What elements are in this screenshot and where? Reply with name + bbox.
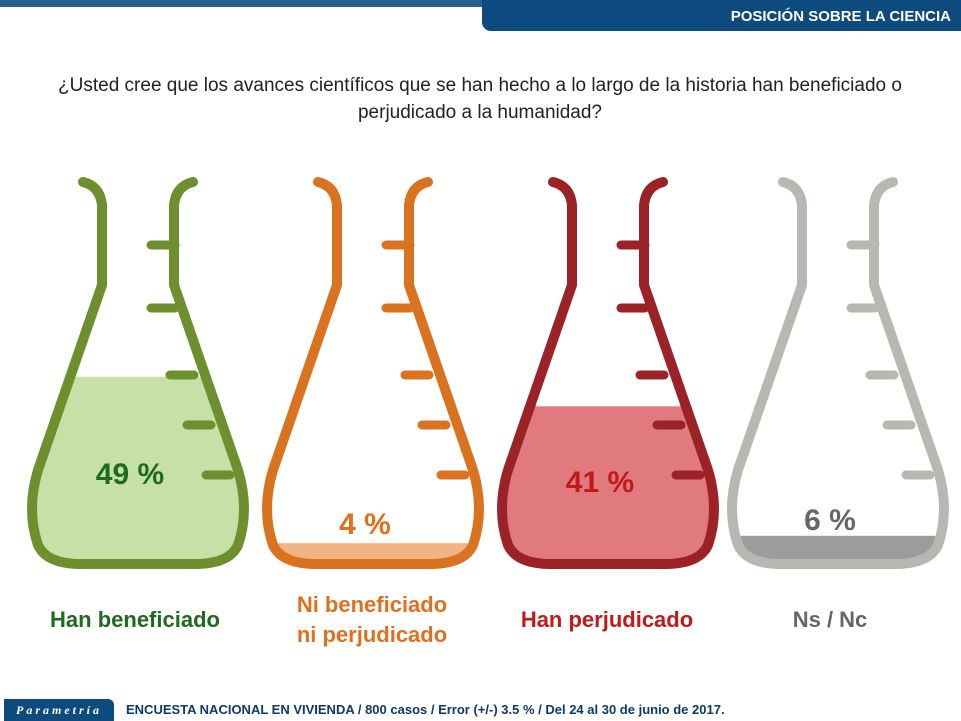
survey-footnote: ENCUESTA NACIONAL EN VIVIENDA / 800 caso…	[126, 702, 725, 717]
category-label-line: ni perjudicado	[296, 622, 448, 647]
flask-liquid-bar	[32, 376, 244, 564]
flask-outline	[262, 177, 484, 569]
section-header: POSICIÓN SOBRE LA CIENCIA	[482, 0, 961, 31]
flask-outline	[497, 177, 719, 569]
category-label: Han perjudicado	[520, 607, 694, 632]
value-label: 6 %	[804, 504, 856, 537]
category-label: Ni beneficiado ni perjudicado	[252, 590, 492, 650]
flask-outline	[27, 177, 249, 569]
flask-outline	[727, 177, 949, 569]
flask-liquid-bar	[502, 406, 714, 564]
category-label: Ns / Nc	[792, 607, 868, 632]
decorative-banner	[0, 0, 961, 7]
category-label-line: Ni beneficiado	[296, 592, 448, 617]
value-label: 41 %	[566, 466, 634, 499]
value-label: 4 %	[339, 508, 391, 541]
survey-question: ¿Usted cree que los avances científicos …	[58, 75, 902, 123]
value-label: 49 %	[96, 458, 164, 491]
parametria-logo: Parametría	[4, 699, 114, 721]
category-label: Han beneficiado	[50, 607, 220, 632]
flask-liquid-bar	[267, 543, 479, 564]
